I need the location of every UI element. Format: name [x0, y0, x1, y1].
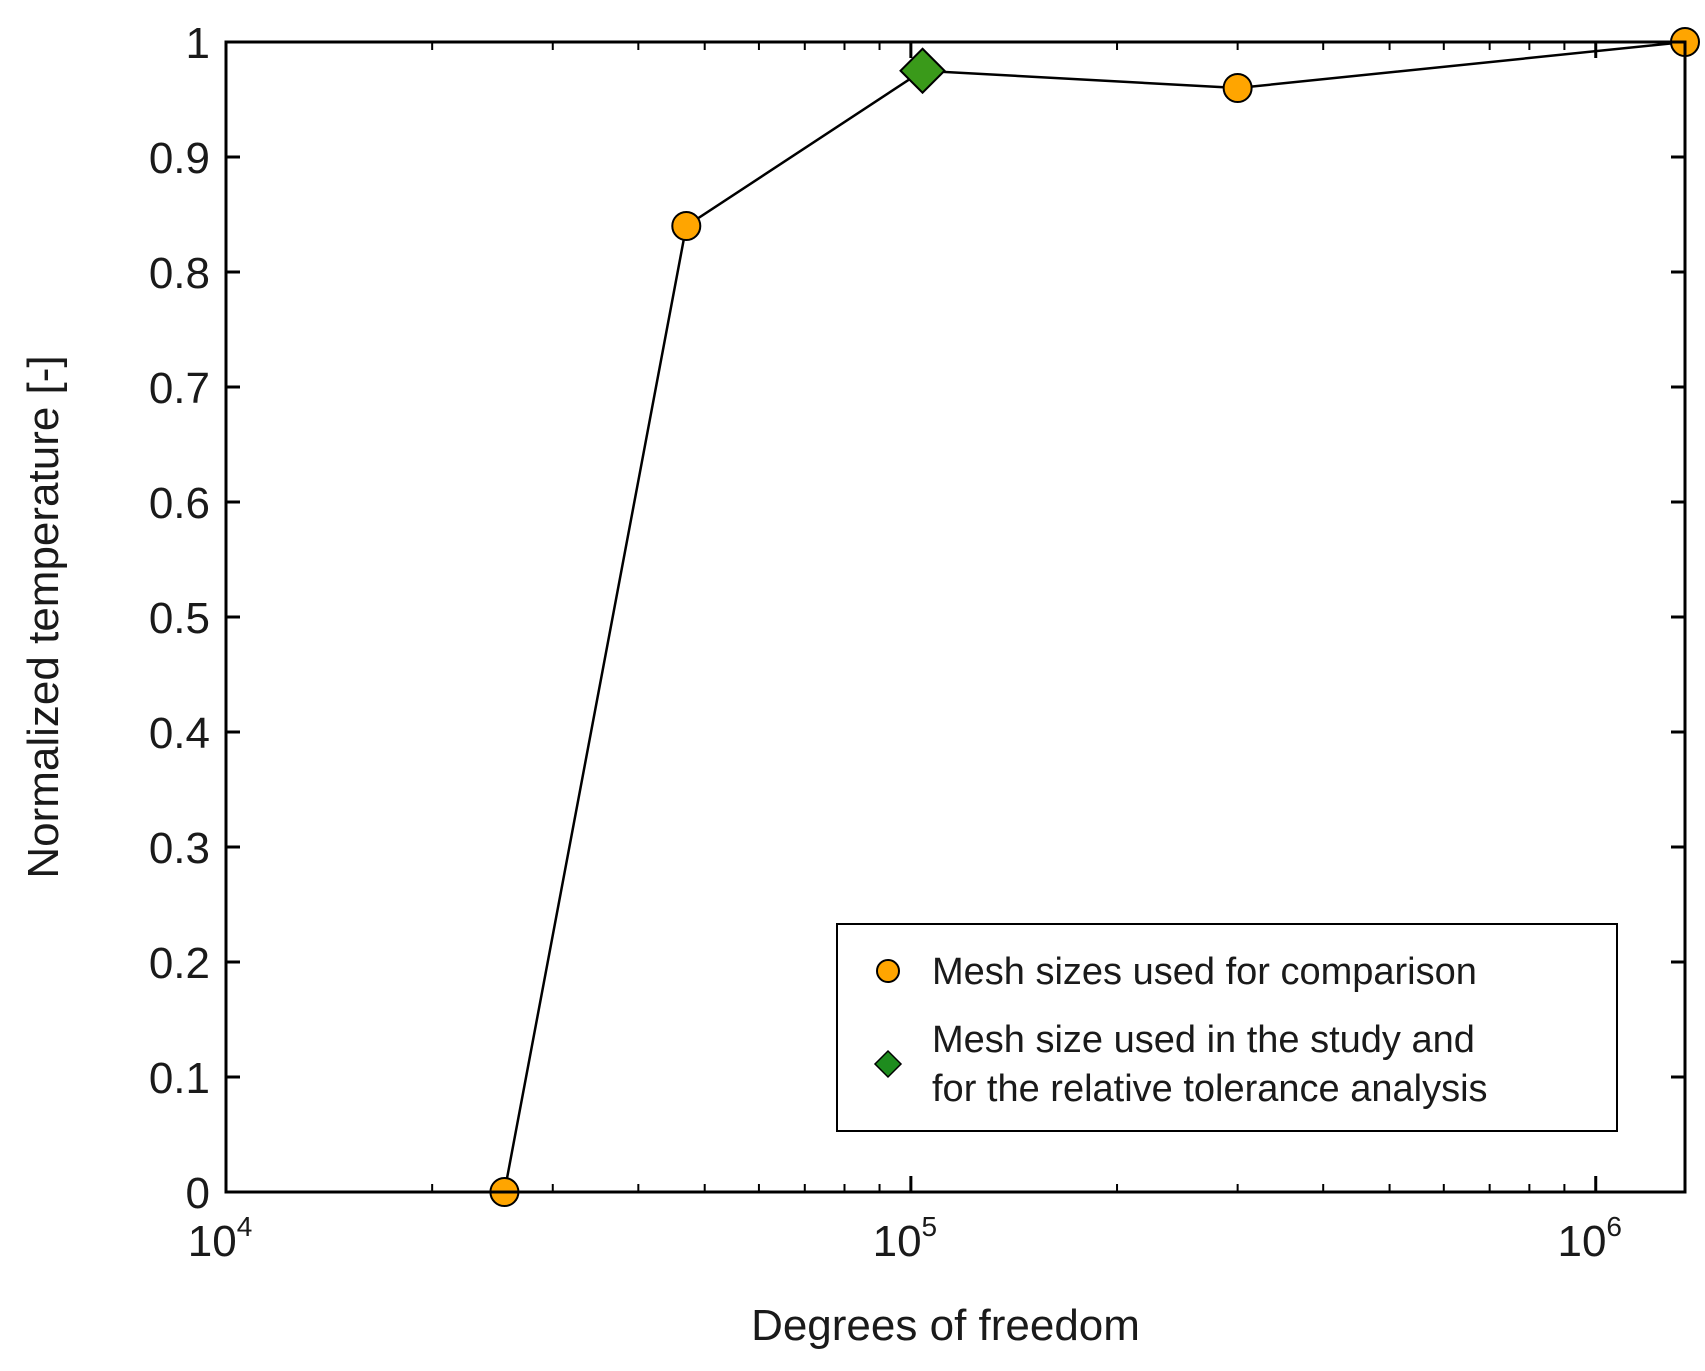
y-tick-label: 0.4	[149, 709, 210, 758]
y-tick-label: 0	[186, 1169, 210, 1218]
legend-label-study-line: for the relative tolerance analysis	[932, 1068, 1488, 1110]
legend-circle-marker	[876, 959, 900, 983]
x-tick-label: 105	[873, 1211, 938, 1266]
y-tick-label: 0.8	[149, 249, 210, 298]
data-point-circle	[1222, 73, 1253, 103]
x-tick-base: 10	[188, 1217, 237, 1266]
legend: Mesh sizes used for comparison Mesh size …	[836, 923, 1618, 1132]
legend-diamond-marker	[873, 1049, 903, 1079]
x-axis-title: Degrees of freedom	[751, 1301, 1140, 1350]
x-tick-base: 10	[1557, 1217, 1606, 1266]
y-tick-label: 0.9	[149, 134, 210, 183]
y-tick-label: 0.3	[149, 824, 210, 873]
y-tick-label: 0.1	[149, 1054, 210, 1103]
x-tick-exponent: 6	[1606, 1211, 1622, 1242]
x-tick-base: 10	[873, 1217, 922, 1266]
y-tick-label: 0.5	[149, 594, 210, 643]
x-tick-exponent: 4	[237, 1211, 253, 1242]
plot-frame	[224, 40, 1687, 1194]
legend-label-study-line: Mesh size used in the study and	[932, 1019, 1475, 1061]
data-point-diamond	[899, 47, 946, 95]
y-tick-label: 0.7	[149, 364, 210, 413]
data-point-circle	[671, 211, 702, 241]
y-tick-label: 0.2	[149, 939, 210, 988]
legend-label-comparison: Mesh sizes used for comparison	[932, 951, 1477, 993]
y-tick-label: 1	[186, 19, 210, 68]
legend-box	[836, 923, 1618, 1132]
x-tick-label: 104	[188, 1211, 253, 1266]
x-tick-label: 106	[1557, 1211, 1622, 1266]
data-series	[489, 27, 1700, 1207]
y-axis-title: Normalized temperature [-]	[19, 355, 68, 878]
y-tick-label: 0.6	[149, 479, 210, 528]
x-tick-exponent: 5	[922, 1211, 938, 1242]
